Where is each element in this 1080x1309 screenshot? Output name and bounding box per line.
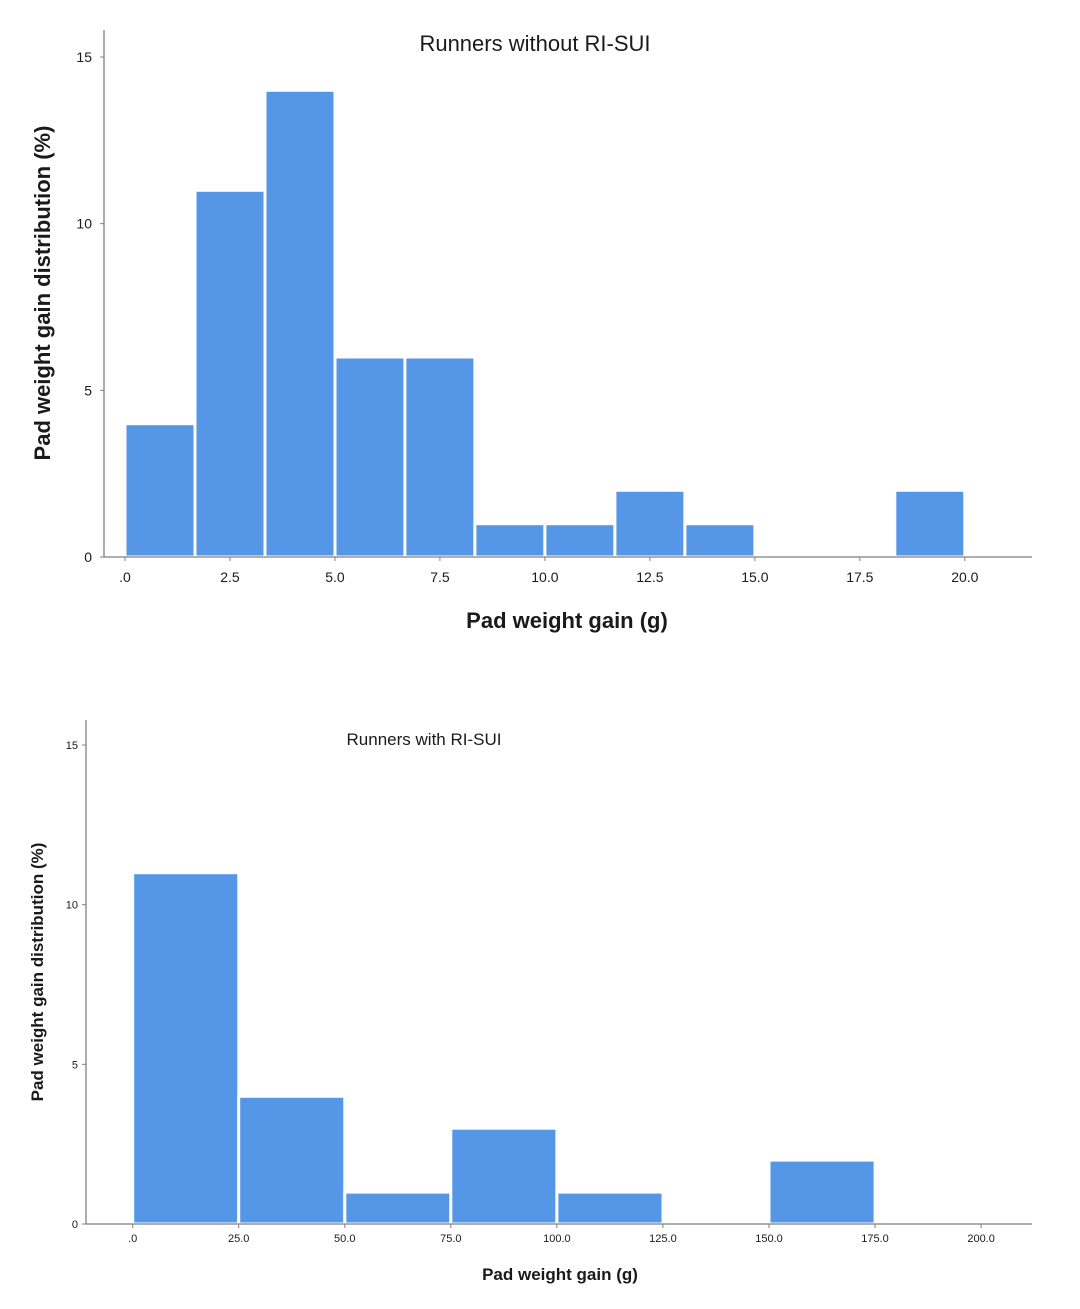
x-tick-label: 2.5	[220, 569, 240, 585]
histogram-bar	[333, 355, 407, 559]
y-axis-label: Pad weight gain distribution (%)	[30, 126, 55, 461]
y-axis-label: Pad weight gain distribution (%)	[28, 843, 47, 1102]
x-tick-label: 15.0	[741, 569, 768, 585]
x-axis-label: Pad weight gain (g)	[466, 608, 668, 633]
x-tick-label: 5.0	[325, 569, 345, 585]
chart-title: Runners with RI-SUI	[347, 730, 502, 749]
y-tick-label: 15	[66, 740, 78, 752]
histogram-bar	[893, 488, 967, 559]
histogram-bar	[131, 871, 241, 1226]
y-tick-label: 5	[84, 382, 92, 398]
x-tick-label: 20.0	[951, 569, 978, 585]
histogram-bar	[449, 1126, 559, 1226]
x-tick-label: .0	[119, 569, 131, 585]
axis-ticks: .0 25.0 50.0 75.0 100.0 125.0 150.0 175.0 200.0 0…	[66, 740, 995, 1245]
x-tick-label: 7.5	[430, 569, 450, 585]
histogram-bar	[767, 1158, 877, 1226]
histogram-bars	[123, 88, 967, 559]
histogram-bar	[123, 422, 197, 559]
x-tick-label: 125.0	[649, 1233, 677, 1245]
histogram-bar	[683, 522, 757, 559]
y-tick-label: 0	[72, 1219, 78, 1231]
histogram-bar	[237, 1094, 347, 1226]
histogram-bars	[131, 871, 877, 1226]
x-tick-label: 17.5	[846, 569, 873, 585]
x-axis-label: Pad weight gain (g)	[482, 1265, 638, 1284]
histogram-bar	[263, 88, 337, 559]
histogram-bar	[613, 488, 687, 559]
histogram-runners-with-ri-sui: Runners with RI-SUI Pad weight gain dist…	[28, 720, 1032, 1284]
x-tick-label: 12.5	[636, 569, 663, 585]
x-tick-label: 10.0	[531, 569, 558, 585]
x-tick-label: 50.0	[334, 1233, 355, 1245]
x-tick-label: 150.0	[755, 1233, 783, 1245]
histogram-bar	[473, 522, 547, 559]
histogram-bar	[543, 522, 617, 559]
x-tick-label: .0	[128, 1233, 137, 1245]
histogram-bar	[193, 188, 267, 559]
y-tick-label: 10	[76, 216, 92, 232]
x-tick-label: 75.0	[440, 1233, 461, 1245]
y-tick-label: 10	[66, 900, 78, 912]
x-tick-label: 100.0	[543, 1233, 571, 1245]
y-tick-label: 15	[76, 49, 92, 65]
histogram-bar	[555, 1190, 665, 1226]
histogram-runners-without-ri-sui: Runners without RI-SUI Pad weight gain d…	[30, 30, 1032, 633]
chart-title: Runners without RI-SUI	[419, 31, 650, 56]
histogram-bar	[343, 1190, 453, 1226]
histogram-bar	[403, 355, 477, 559]
y-tick-label: 0	[84, 549, 92, 565]
x-tick-label: 25.0	[228, 1233, 249, 1245]
x-tick-label: 175.0	[861, 1233, 889, 1245]
axis-ticks: .0 2.5 5.0 7.5 10.0 12.5 15.0 17.5 20.0 0 5 10 15	[76, 49, 978, 585]
x-tick-label: 200.0	[967, 1233, 995, 1245]
y-tick-label: 5	[72, 1059, 78, 1071]
